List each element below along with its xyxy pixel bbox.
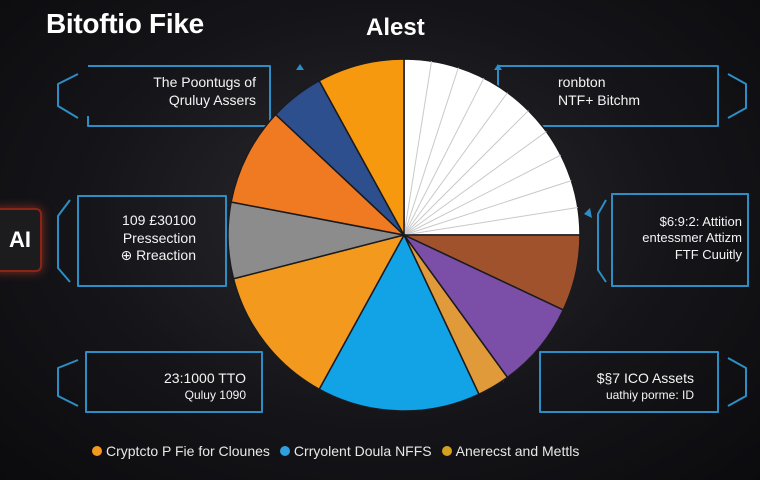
callout-bottom-right: $§7 ICO Assets uathiy porme: ID bbox=[548, 370, 694, 403]
callout-bracket-top-right bbox=[727, 73, 747, 119]
callout-top-left-line1: The Poontugs of bbox=[153, 74, 256, 90]
callout-mid-right: $6:9:2: Attition entessmer Attizm FTF Cu… bbox=[614, 214, 742, 263]
callout-bracket-bottom-left bbox=[57, 359, 79, 407]
pie-slice-0-rule bbox=[403, 154, 562, 236]
callout-bottom-left-line2: Quluy 1090 bbox=[184, 387, 246, 402]
ai-badge[interactable]: AI bbox=[0, 208, 42, 272]
ai-badge-label: AI bbox=[9, 227, 31, 252]
legend-label: Cryptcto P Fie for Clounes bbox=[106, 443, 270, 459]
callout-pointer-top-right bbox=[494, 64, 502, 70]
callout-top-right: ronbton NTF+ Bitchm bbox=[558, 74, 708, 109]
pie-slice-0-rule bbox=[403, 77, 485, 236]
callout-pointer-top-left bbox=[296, 64, 304, 70]
pie-slice-0-rule bbox=[403, 92, 508, 236]
page-title: Bitoftio Fike bbox=[46, 8, 204, 39]
pie-slice-5[interactable] bbox=[232, 233, 406, 391]
legend-label: Anerecst and Mettls bbox=[455, 443, 580, 459]
callout-bracket-mid-left bbox=[57, 199, 71, 283]
callout-bracket-bottom-right bbox=[727, 357, 747, 407]
legend-item[interactable]: Cryptcto P Fie for Clounes bbox=[92, 443, 270, 459]
callout-mid-left: 109 £30100 Pressection ⊕ Rreaction bbox=[86, 212, 196, 265]
legend-dot bbox=[92, 446, 102, 456]
legend-dot bbox=[279, 446, 290, 456]
pie-slice-0-rule bbox=[403, 110, 529, 236]
pie-slice-7[interactable] bbox=[230, 113, 407, 237]
pie-slice-2[interactable] bbox=[403, 234, 565, 379]
callout-bracket-mid-right bbox=[597, 199, 607, 283]
pie-slice-0-rule bbox=[403, 206, 578, 236]
pie-slice-0-rule bbox=[403, 180, 572, 236]
pie-slice-9[interactable] bbox=[318, 58, 405, 236]
callout-top-left: The Poontugs of Qruluy Assers bbox=[96, 74, 256, 109]
callout-mid-right-line3: FTF Cuuitly bbox=[674, 246, 742, 262]
pie-slice-4[interactable] bbox=[318, 233, 480, 412]
pie-slice-0-rule bbox=[403, 67, 459, 236]
callout-frame-mid-left bbox=[77, 195, 227, 287]
callout-pointer-mid-right bbox=[584, 208, 592, 218]
callout-frame-mid-right bbox=[611, 193, 749, 287]
chart-title: Alest bbox=[366, 14, 425, 41]
callout-mid-right-line2: entessmer Attizm bbox=[642, 230, 742, 246]
callout-bracket-top-left bbox=[57, 73, 79, 119]
callout-mid-left-line2: Pressection bbox=[122, 229, 196, 246]
callout-bottom-left-line1: 23:1000 TTO bbox=[164, 370, 246, 386]
pie-slices bbox=[227, 58, 581, 412]
pie-slice-0-rule bbox=[403, 61, 433, 236]
callout-bottom-left: 23:1000 TTO Quluy 1090 bbox=[96, 370, 246, 403]
callout-frame-bottom-right bbox=[539, 351, 719, 413]
callout-top-right-line1: ronbton bbox=[558, 74, 606, 90]
callout-mid-left-line1: 109 £30100 bbox=[122, 212, 196, 228]
legend-dot bbox=[441, 446, 452, 456]
legend-item[interactable]: Anerecst and Mettls bbox=[441, 443, 580, 459]
callout-frame-bottom-left bbox=[85, 351, 263, 413]
callout-mid-left-line3: ⊕ Rreaction bbox=[120, 247, 196, 263]
pie-slice-0-rule bbox=[403, 131, 547, 236]
callout-top-right-line2: NTF+ Bitchm bbox=[558, 91, 641, 108]
legend-label: Crryolent Doula NFFS bbox=[293, 443, 432, 459]
callout-bottom-right-line2: uathiy porme: ID bbox=[605, 387, 694, 402]
legend-item[interactable]: Crryolent Doula NFFS bbox=[279, 443, 432, 459]
callout-top-left-line2: Qruluy Assers bbox=[168, 91, 256, 108]
legend: Cryptcto P Fie for Clounes Crryolent Dou… bbox=[92, 440, 583, 462]
callout-bottom-right-line1: $§7 ICO Assets bbox=[596, 370, 694, 386]
callout-mid-right-line1: $6:9:2: Attition bbox=[659, 214, 742, 229]
